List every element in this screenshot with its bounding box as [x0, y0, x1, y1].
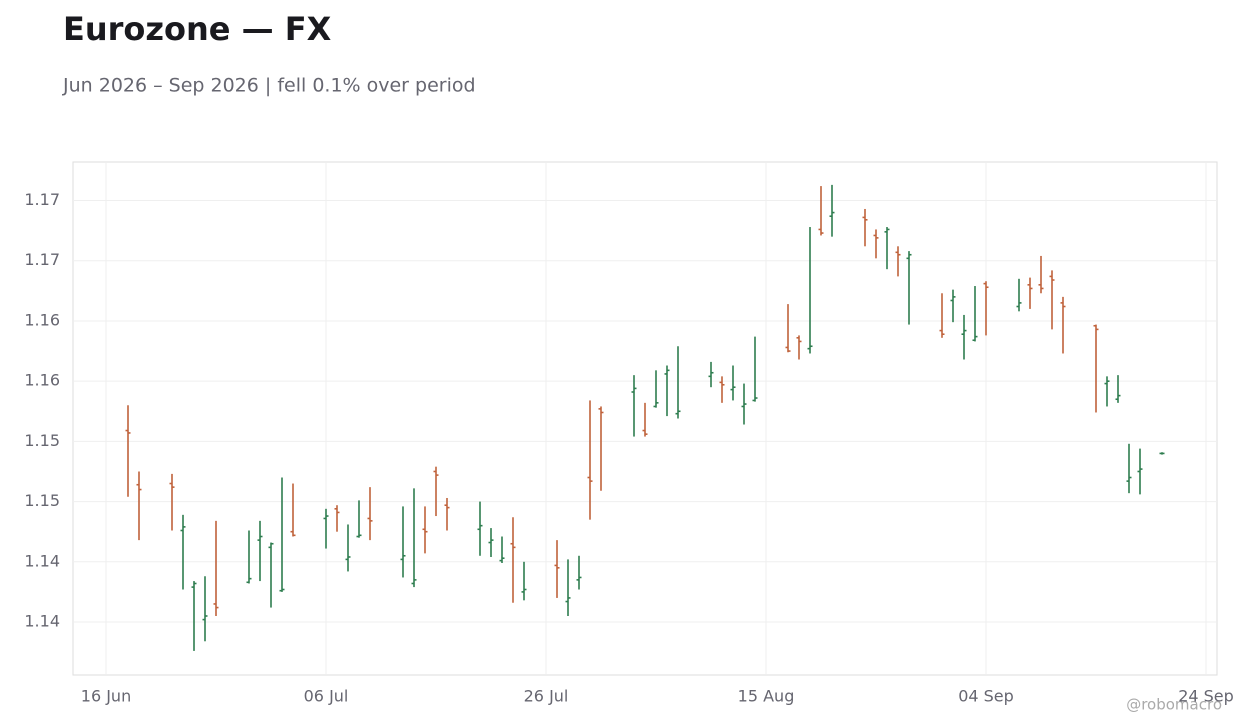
y-tick-label: 1.16	[24, 310, 60, 329]
y-tick-label: 1.15	[24, 431, 60, 450]
x-tick-label: 15 Aug	[738, 687, 795, 706]
x-tick-label: 06 Jul	[304, 687, 349, 706]
x-tick-label: 24 Sep	[1178, 687, 1234, 706]
watermark: @robomacro	[1126, 696, 1222, 714]
x-tick-label: 04 Sep	[958, 687, 1014, 706]
y-tick-label: 1.14	[24, 551, 60, 570]
chart-subtitle: Jun 2026 – Sep 2026 | fell 0.1% over per…	[62, 75, 476, 97]
y-tick-label: 1.17	[24, 190, 60, 209]
plot-frame	[72, 161, 1218, 676]
y-tick-label: 1.17	[24, 250, 60, 269]
x-tick-label: 26 Jul	[524, 687, 569, 706]
y-tick-label: 1.14	[24, 612, 60, 631]
chart-title: Eurozone — FX	[63, 10, 332, 48]
y-tick-label: 1.16	[24, 371, 60, 390]
y-tick-label: 1.15	[24, 491, 60, 510]
x-tick-label: 16 Jun	[81, 687, 131, 706]
